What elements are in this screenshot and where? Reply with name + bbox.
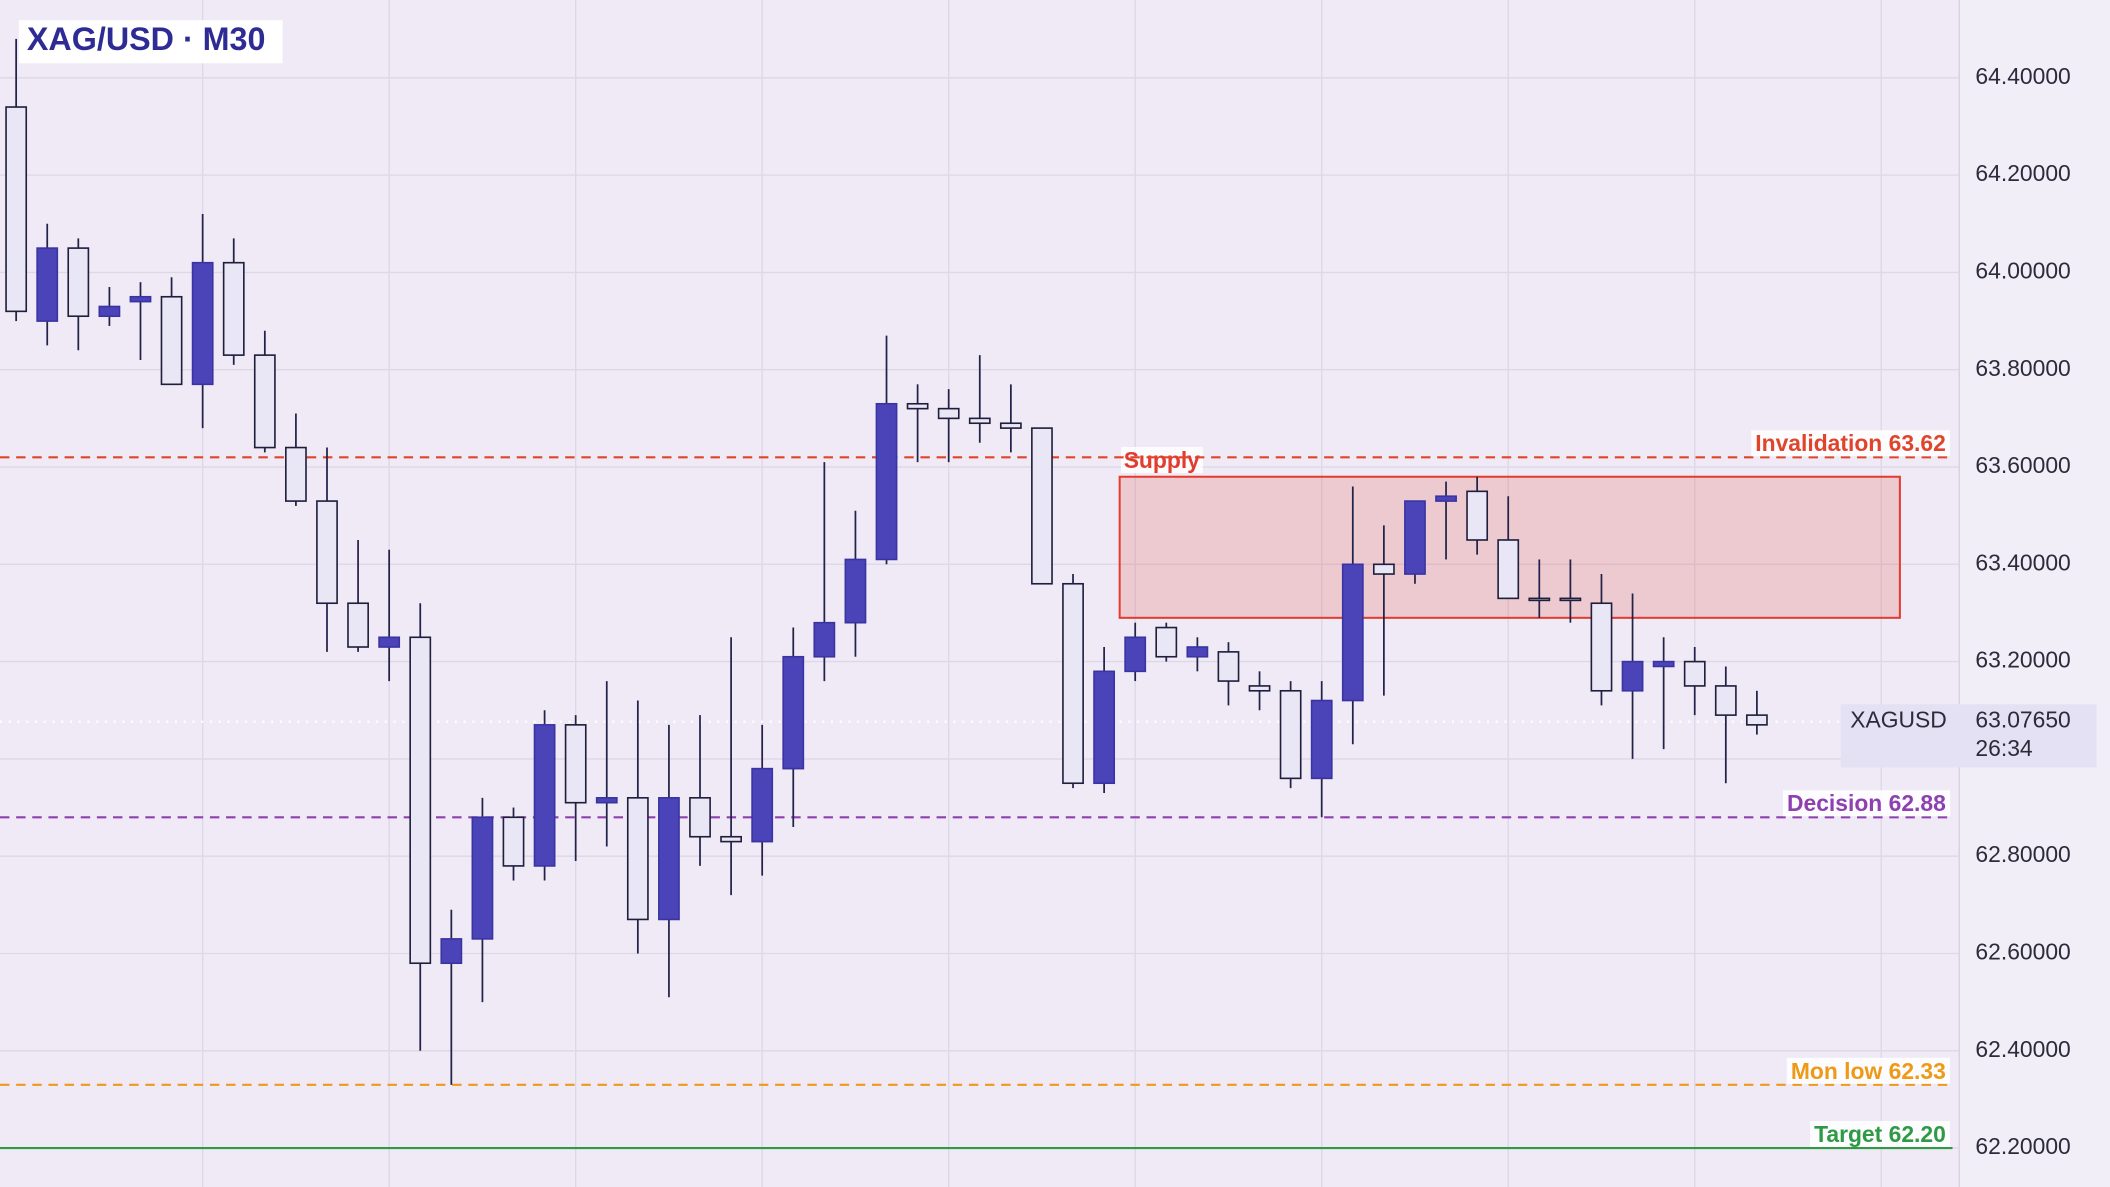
candle-body — [1590, 602, 1613, 692]
price-axis: 62.2000062.4000062.6000062.8000063.00000… — [1840, 63, 2097, 1159]
candle-body — [1497, 539, 1520, 600]
candle-body — [1372, 563, 1395, 575]
y-tick-label: 62.40000 — [1975, 1036, 2070, 1062]
candle-body — [782, 655, 805, 770]
y-tick-label: 64.40000 — [1975, 63, 2070, 89]
candle-body — [222, 261, 245, 356]
candle-body — [1528, 597, 1551, 602]
level-label: Mon low 62.33 — [1791, 1058, 1946, 1084]
candle-body — [1745, 714, 1768, 726]
candle-body — [471, 816, 494, 940]
candle-body — [36, 247, 59, 322]
y-tick-label: 64.20000 — [1975, 160, 2070, 186]
candle-body — [720, 835, 742, 843]
y-tick-label: 63.20000 — [1975, 647, 2070, 673]
candle-body — [440, 938, 463, 965]
candle-body — [968, 417, 991, 425]
candle-body — [1248, 685, 1271, 692]
y-tick-label: 63.80000 — [1975, 355, 2070, 381]
y-tick-label: 63.60000 — [1975, 452, 2070, 478]
level-label-background — [1810, 1121, 1950, 1148]
candle-body — [1341, 563, 1364, 702]
candle-body — [1714, 685, 1737, 716]
candle-body — [1062, 582, 1084, 785]
zone-label: Supply — [1124, 447, 1200, 473]
candle-body — [1404, 500, 1426, 575]
candle-body — [751, 767, 774, 843]
candle-body — [1683, 660, 1706, 687]
y-tick-label: 63.40000 — [1975, 549, 2070, 575]
candle-body — [1621, 660, 1644, 692]
symbol-label: XAGUSD — [1850, 707, 1947, 733]
candle-body — [906, 402, 929, 410]
chart-title: XAG/USD · M30 — [27, 21, 266, 57]
level-label-background — [1786, 1057, 1950, 1084]
candle-body — [875, 402, 898, 561]
level-label: Target 62.20 — [1814, 1121, 1946, 1147]
candle-body — [626, 797, 649, 921]
candle-body — [999, 422, 1022, 429]
candle-body — [658, 797, 680, 921]
candle-body — [564, 724, 587, 804]
candle-body — [813, 621, 836, 658]
candle-body — [595, 797, 618, 804]
levels: Invalidation 63.62 Decision 62.88 Mon low … — [0, 430, 1960, 1150]
level-label: Invalidation 63.62 — [1755, 430, 1946, 456]
candle-body — [160, 295, 183, 386]
candle-body — [1559, 597, 1582, 602]
candle-body — [98, 305, 121, 318]
candle-body — [253, 354, 276, 449]
level-label-background — [1782, 790, 1951, 817]
candle-body — [1435, 495, 1457, 502]
candle-body — [937, 407, 960, 420]
candle-body — [378, 636, 401, 648]
title-background — [18, 20, 283, 64]
candle-body — [844, 558, 867, 624]
countdown-label: 26:34 — [1975, 735, 2032, 761]
candle-body — [1031, 427, 1053, 585]
candle-body — [502, 816, 525, 867]
candle-body — [1466, 490, 1489, 541]
y-tick-label: 62.20000 — [1975, 1133, 2070, 1159]
candle-body — [347, 602, 369, 648]
candle-body — [1155, 626, 1178, 658]
candle-body — [409, 636, 432, 965]
candle-body — [1279, 689, 1302, 780]
candle-body — [1217, 651, 1240, 682]
candle-body — [285, 446, 307, 502]
candle-body — [129, 295, 152, 303]
level-label: Decision 62.88 — [1787, 790, 1946, 816]
candle-body — [1310, 699, 1333, 780]
price-axis-background — [1959, 0, 2110, 1187]
y-tick-label: 64.00000 — [1975, 257, 2070, 283]
last-price-label: 63.07650 — [1975, 707, 2070, 733]
candle-body — [1186, 646, 1209, 658]
candle-body — [1124, 636, 1147, 673]
y-tick-label: 62.60000 — [1975, 939, 2070, 965]
candle-body — [689, 797, 711, 838]
candle-body — [316, 500, 338, 605]
candle-body — [191, 261, 214, 386]
candle-body — [5, 106, 28, 313]
zone-label-background — [1121, 446, 1203, 473]
last-price-box — [1840, 704, 2097, 768]
candle-body — [533, 724, 556, 867]
candle-body — [67, 247, 90, 318]
y-tick-label: 62.80000 — [1975, 841, 2070, 867]
candle-body — [1652, 660, 1675, 668]
candle-body — [1093, 670, 1116, 785]
candles — [5, 38, 1768, 1085]
level-label-background — [1751, 430, 1950, 457]
